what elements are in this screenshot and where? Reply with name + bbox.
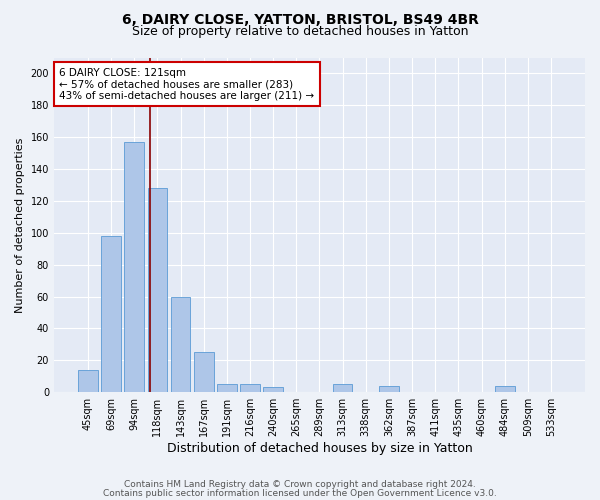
Text: Contains HM Land Registry data © Crown copyright and database right 2024.: Contains HM Land Registry data © Crown c…: [124, 480, 476, 489]
Bar: [240, 384, 260, 392]
Text: 6 DAIRY CLOSE: 121sqm
← 57% of detached houses are smaller (283)
43% of semi-det: 6 DAIRY CLOSE: 121sqm ← 57% of detached …: [59, 68, 314, 100]
X-axis label: Distribution of detached houses by size in Yatton: Distribution of detached houses by size …: [167, 442, 472, 455]
Bar: [194, 352, 214, 392]
Bar: [379, 386, 399, 392]
Bar: [495, 386, 515, 392]
Bar: [170, 296, 190, 392]
Text: 6, DAIRY CLOSE, YATTON, BRISTOL, BS49 4BR: 6, DAIRY CLOSE, YATTON, BRISTOL, BS49 4B…: [122, 12, 478, 26]
Bar: [217, 384, 236, 392]
Bar: [78, 370, 98, 392]
Bar: [263, 388, 283, 392]
Bar: [148, 188, 167, 392]
Bar: [124, 142, 144, 392]
Y-axis label: Number of detached properties: Number of detached properties: [15, 137, 25, 312]
Text: Size of property relative to detached houses in Yatton: Size of property relative to detached ho…: [132, 25, 468, 38]
Bar: [101, 236, 121, 392]
Text: Contains public sector information licensed under the Open Government Licence v3: Contains public sector information licen…: [103, 488, 497, 498]
Bar: [333, 384, 352, 392]
